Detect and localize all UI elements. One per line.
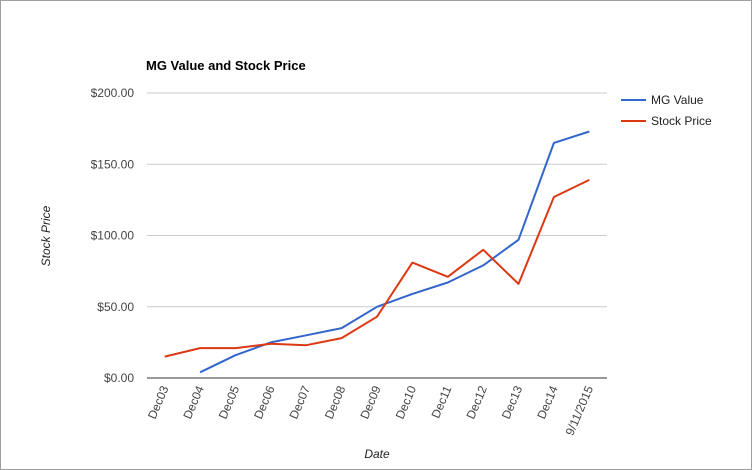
x-tick-label: Dec10	[393, 383, 420, 421]
x-tick-label: 9/11/2015	[563, 383, 597, 437]
x-tick-label: Dec08	[322, 383, 349, 421]
chart-title: MG Value and Stock Price	[146, 58, 306, 73]
series-lines	[164, 130, 590, 374]
legend: MG Value Stock Price	[621, 93, 712, 128]
x-tick-label: Dec05	[216, 383, 243, 421]
x-tick-label: Dec11	[428, 383, 454, 420]
y-tick-label: $100.00	[91, 229, 135, 243]
x-tick-label: Dec09	[357, 383, 384, 421]
y-tick-label: $0.00	[104, 371, 134, 385]
x-tick-label: Dec14	[534, 383, 561, 421]
series-line-stock-price	[164, 178, 590, 358]
y-tick-label: $200.00	[91, 86, 135, 100]
x-axis-ticks: Dec03 Dec04 Dec05 Dec06 Dec07 Dec08 Dec09 Dec10…	[145, 383, 596, 437]
y-axis-ticks: $0.00 $50.00 $100.00 $150.00 $200.00	[91, 86, 135, 385]
x-tick-label: Dec04	[180, 383, 207, 421]
x-tick-label: Dec07	[287, 383, 314, 421]
y-axis-title: Stock Price	[39, 205, 53, 266]
x-axis-title: Date	[364, 447, 390, 461]
legend-label: MG Value	[651, 93, 704, 107]
x-tick-label: Dec12	[463, 383, 490, 421]
grid	[147, 92, 607, 379]
x-tick-label: Dec03	[145, 383, 172, 421]
y-tick-label: $150.00	[91, 157, 135, 171]
legend-label: Stock Price	[651, 114, 712, 128]
x-tick-label: Dec06	[251, 383, 278, 421]
x-tick-label: Dec13	[499, 383, 526, 421]
y-tick-label: $50.00	[97, 300, 134, 314]
